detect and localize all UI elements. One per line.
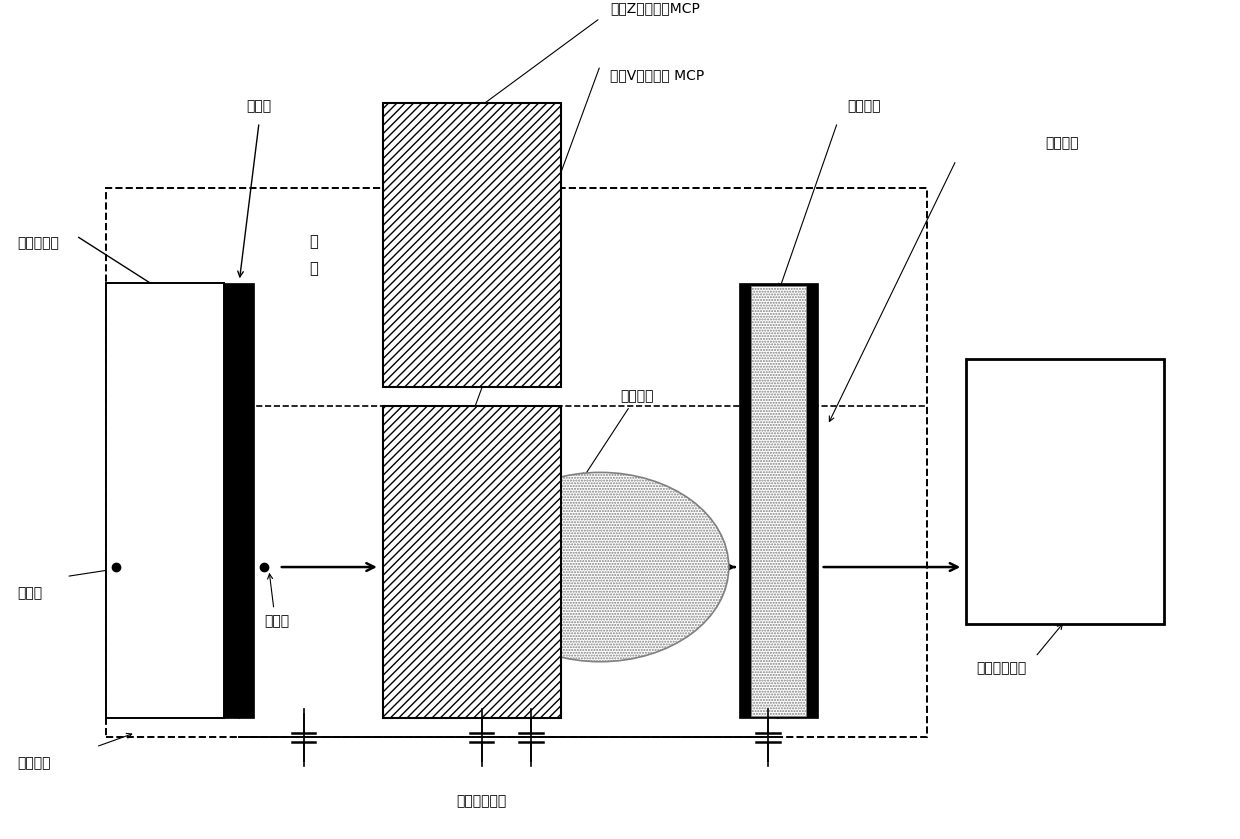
Text: 单光子: 单光子 <box>17 586 42 600</box>
Text: 位敏阳极: 位敏阳极 <box>847 99 880 112</box>
Text: 直流高压电源: 直流高压电源 <box>456 795 507 808</box>
Text: 绝缘衬底: 绝缘衬底 <box>1045 137 1079 150</box>
Text: 真空封装: 真空封装 <box>17 756 51 770</box>
Text: 光学输入窗: 光学输入窗 <box>17 236 58 250</box>
Bar <box>966 359 1164 624</box>
Text: 电子读出电路: 电子读出电路 <box>976 662 1027 675</box>
Ellipse shape <box>471 472 729 662</box>
Bar <box>105 189 926 737</box>
Text: 替
换: 替 换 <box>309 234 317 276</box>
Bar <box>224 283 254 718</box>
Text: 两块V型级联的 MCP: 两块V型级联的 MCP <box>610 68 704 82</box>
Text: 三块Z型堆叠的MCP: 三块Z型堆叠的MCP <box>610 2 701 16</box>
Bar <box>750 286 806 716</box>
Bar <box>383 406 560 718</box>
Bar <box>105 283 224 718</box>
Text: 电子云团: 电子云团 <box>620 389 653 404</box>
Bar <box>383 103 560 388</box>
Text: 光阴极: 光阴极 <box>247 99 272 112</box>
Bar <box>739 283 817 718</box>
Text: 光电子: 光电子 <box>264 614 289 628</box>
